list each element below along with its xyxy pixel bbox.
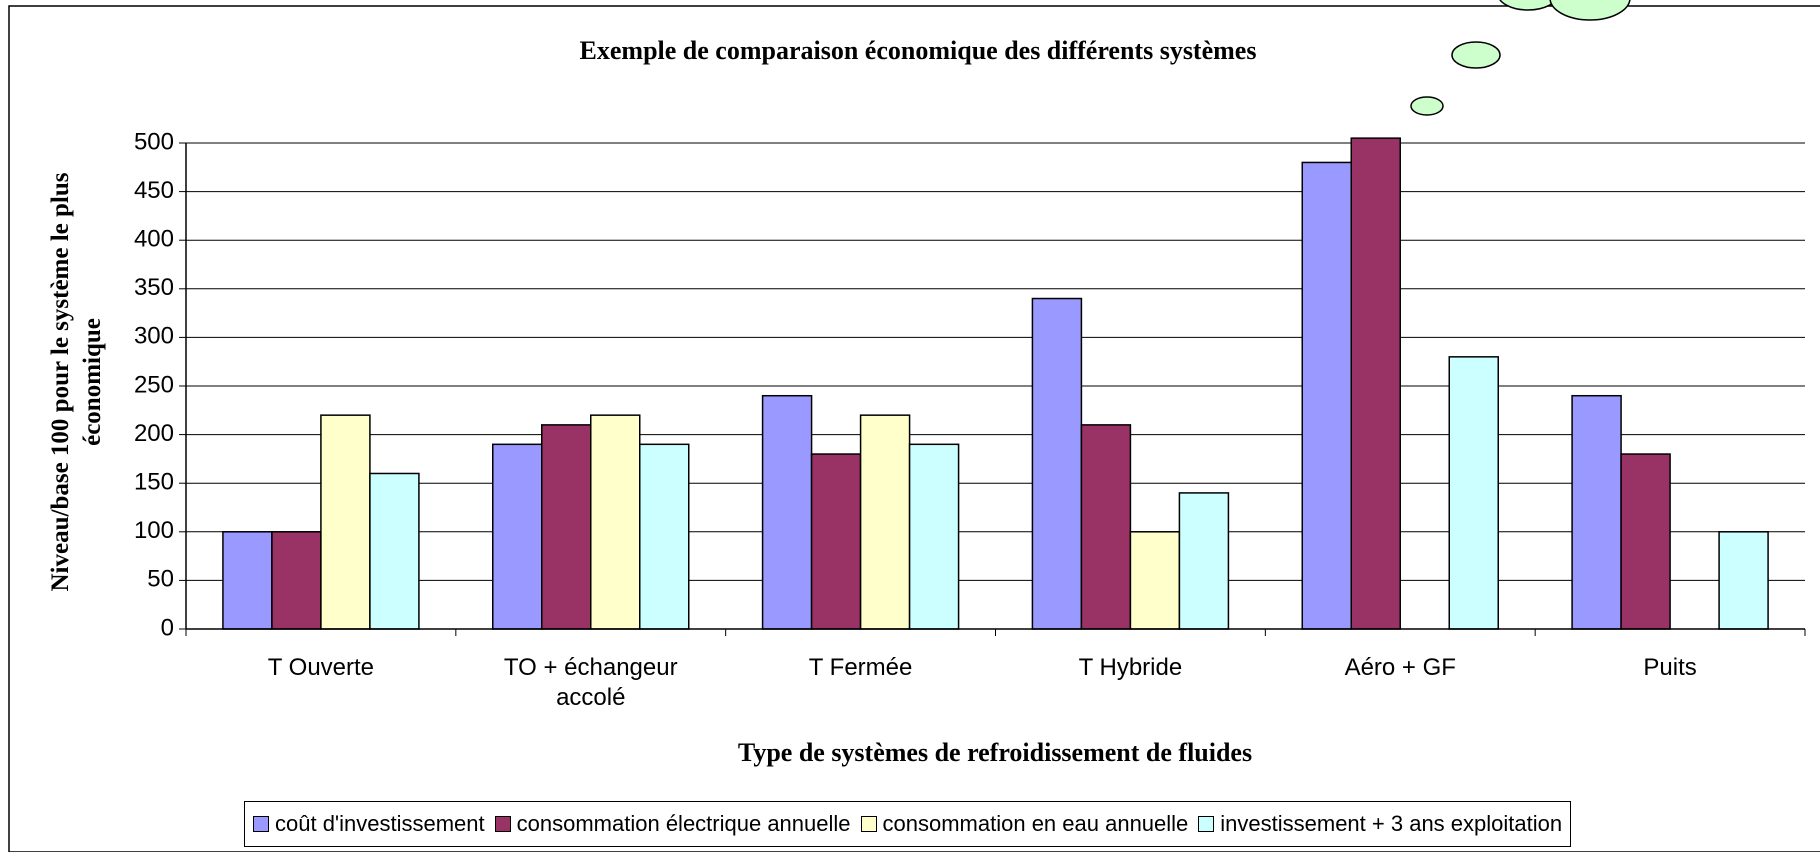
bar (908, 443, 960, 630)
bar (492, 443, 543, 630)
bar (1031, 297, 1083, 630)
bar (1129, 531, 1181, 630)
legend-swatch (860, 816, 877, 832)
bar (541, 424, 592, 630)
bar (1620, 453, 1671, 630)
x-tick-label: Puits (1643, 654, 1697, 681)
bar (1301, 161, 1352, 630)
y-tick-label: 100 (134, 517, 174, 544)
y-tick-label: 450 (134, 177, 174, 204)
bar (1080, 424, 1132, 630)
legend-swatch (494, 816, 511, 832)
legend-item: investissement + 3 ans exploitation (1198, 811, 1562, 837)
x-tick-label: Aéro + GF (1344, 654, 1456, 681)
legend-label: coût d'investissement (275, 811, 485, 836)
legend-label: investissement + 3 ans exploitation (1220, 811, 1563, 836)
y-tick-label: 300 (134, 323, 174, 350)
legend-item: consommation en eau annuelle (860, 811, 1189, 837)
y-tick-label: 150 (134, 469, 174, 496)
y-tick-label: 200 (134, 420, 174, 447)
legend-label: consommation électrique annuelle (516, 811, 851, 836)
legend-item: consommation électrique annuelle (494, 811, 851, 837)
bar (1350, 137, 1401, 630)
x-tick-label: T Ouverte (267, 654, 375, 681)
x-tick-label: TO + échangeur accolé (503, 654, 678, 711)
x-tick-label: T Fermée (808, 654, 913, 681)
y-tick-label: 400 (134, 226, 174, 253)
x-tick-label: T Hybride (1078, 654, 1183, 681)
bar (810, 453, 862, 630)
bar (1571, 394, 1622, 630)
y-tick-label: 500 (134, 128, 174, 155)
legend: coût d'investissement consommation électr… (244, 801, 1572, 847)
legend-swatch (1198, 816, 1215, 832)
bar (639, 443, 690, 630)
chart-title: Exemple de comparaison économique des di… (580, 36, 1257, 65)
bar (222, 531, 273, 630)
y-tick-label: 250 (134, 371, 174, 398)
bar (590, 414, 641, 630)
bar (1448, 356, 1499, 630)
bar (859, 414, 911, 630)
chart-border (8, 5, 1820, 852)
legend-label: consommation en eau annuelle (882, 811, 1189, 836)
y-tick-label: 50 (147, 566, 174, 593)
bar (1718, 531, 1769, 630)
legend-item: coût d'investissement (253, 811, 485, 837)
y-tick-label: 350 (134, 274, 174, 301)
x-axis-title: Type de systèmes de refroidissement de f… (738, 738, 1252, 767)
bar (1178, 492, 1230, 630)
bar (320, 414, 371, 630)
bar (761, 394, 813, 630)
y-axis-title: Niveau/base 100 pour le système le plus … (47, 172, 106, 592)
y-tick-label: 0 (161, 614, 174, 641)
legend-swatch (253, 816, 269, 832)
bar (369, 472, 420, 630)
bar (271, 531, 322, 630)
